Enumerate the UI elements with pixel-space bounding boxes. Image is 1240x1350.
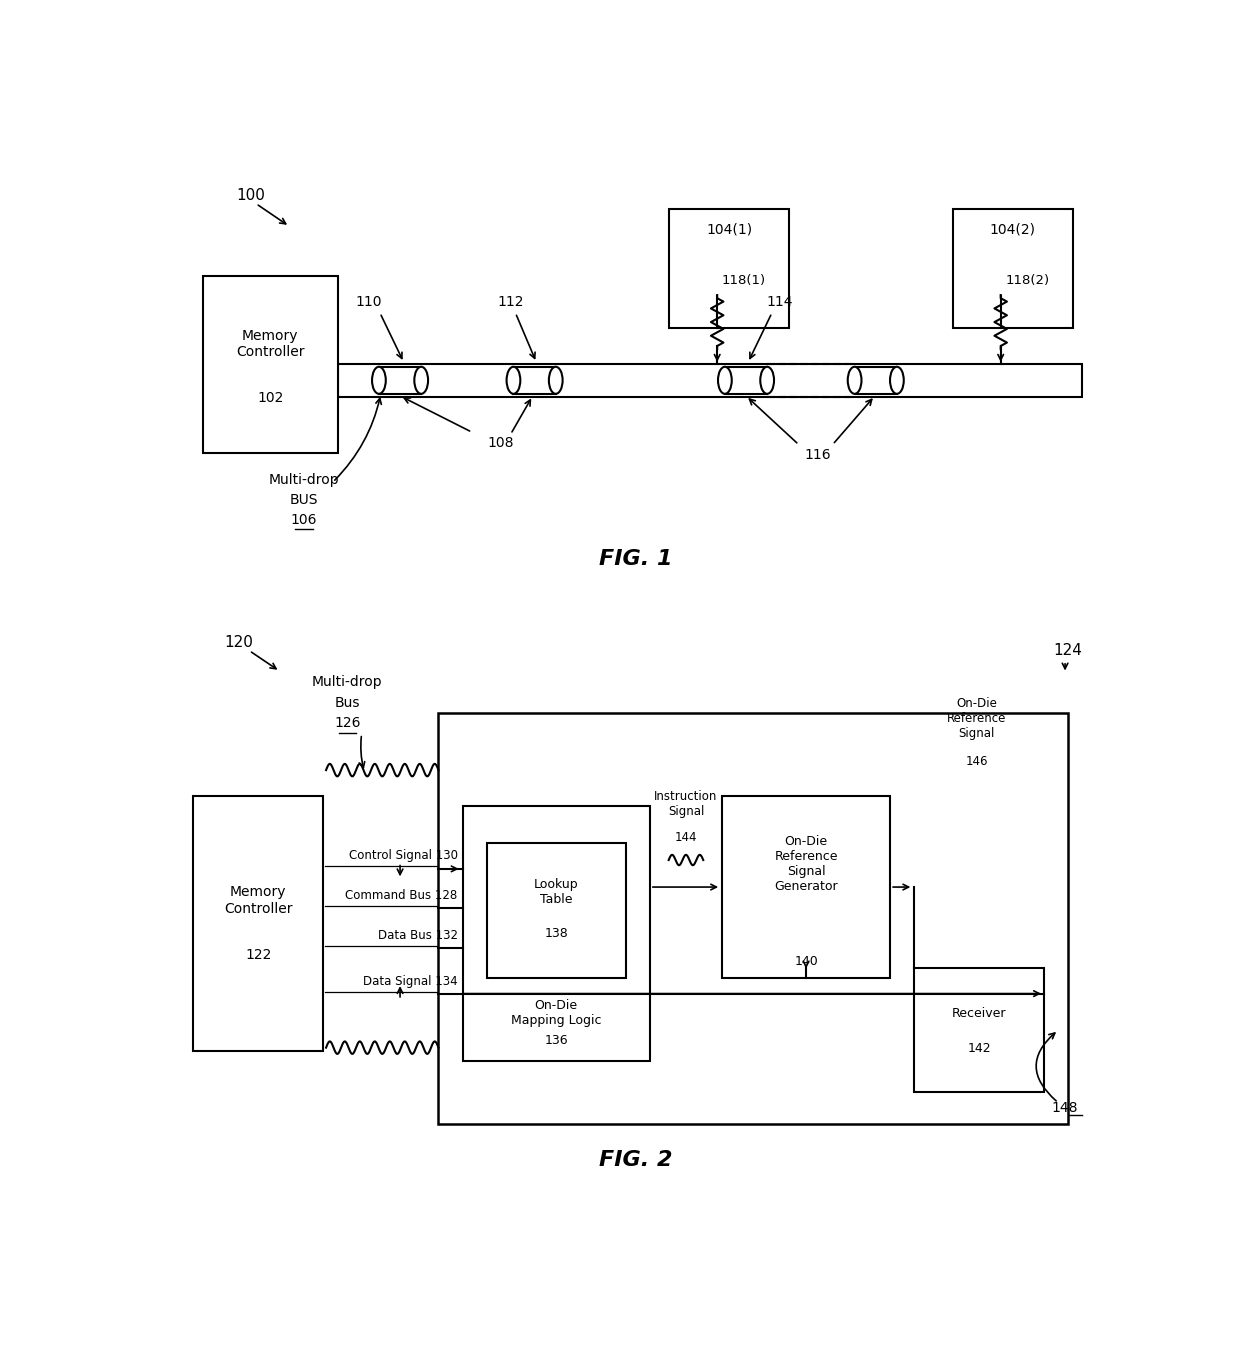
Bar xyxy=(193,796,324,1050)
Text: 120: 120 xyxy=(224,634,253,649)
Text: 102: 102 xyxy=(257,392,284,405)
Ellipse shape xyxy=(890,367,904,394)
Text: 144: 144 xyxy=(675,830,697,844)
Text: 100: 100 xyxy=(237,188,265,202)
Bar xyxy=(722,796,890,977)
Bar xyxy=(854,367,897,394)
Ellipse shape xyxy=(549,367,563,394)
Text: Command Bus 128: Command Bus 128 xyxy=(346,890,458,902)
Text: 148: 148 xyxy=(1052,1102,1079,1115)
Bar xyxy=(439,713,1068,1123)
Bar xyxy=(337,363,1083,397)
Ellipse shape xyxy=(372,367,386,394)
Text: Data Signal 134: Data Signal 134 xyxy=(363,975,458,988)
Bar xyxy=(914,968,1044,1092)
Text: FIG. 2: FIG. 2 xyxy=(599,1150,672,1170)
Text: 118(2): 118(2) xyxy=(1006,274,1049,288)
Ellipse shape xyxy=(848,367,862,394)
Text: Control Signal 130: Control Signal 130 xyxy=(348,849,458,861)
Text: 142: 142 xyxy=(967,1042,991,1056)
Bar xyxy=(725,367,768,394)
Text: 146: 146 xyxy=(966,755,988,768)
Text: Data Bus 132: Data Bus 132 xyxy=(378,929,458,942)
Text: Multi-drop: Multi-drop xyxy=(312,675,382,688)
Text: 104(2): 104(2) xyxy=(990,223,1035,236)
Ellipse shape xyxy=(760,367,774,394)
Text: 140: 140 xyxy=(794,954,818,968)
Text: Bus: Bus xyxy=(335,695,360,710)
Text: 124: 124 xyxy=(1054,643,1083,657)
Text: Receiver: Receiver xyxy=(952,1007,1007,1019)
Text: 136: 136 xyxy=(544,1034,568,1046)
Text: 114: 114 xyxy=(766,296,792,309)
Text: Memory
Controller: Memory Controller xyxy=(224,886,293,915)
Text: 126: 126 xyxy=(334,717,361,730)
Text: 106: 106 xyxy=(290,513,317,526)
Bar xyxy=(379,367,422,394)
Text: Instruction
Signal: Instruction Signal xyxy=(655,790,718,818)
Text: 116: 116 xyxy=(805,448,831,462)
Text: 104(1): 104(1) xyxy=(706,223,753,236)
Text: 112: 112 xyxy=(497,296,523,309)
Text: 138: 138 xyxy=(544,927,568,940)
Ellipse shape xyxy=(718,367,732,394)
Text: Multi-drop: Multi-drop xyxy=(269,472,340,487)
Bar xyxy=(463,806,650,1061)
Bar xyxy=(203,277,337,454)
Text: On-Die
Mapping Logic: On-Die Mapping Logic xyxy=(511,999,601,1027)
Bar xyxy=(952,209,1073,328)
Text: Lookup
Table: Lookup Table xyxy=(534,878,579,906)
Text: On-Die
Reference
Signal: On-Die Reference Signal xyxy=(947,697,1007,740)
Text: 110: 110 xyxy=(355,296,382,309)
Ellipse shape xyxy=(507,367,521,394)
Text: On-Die
Reference
Signal
Generator: On-Die Reference Signal Generator xyxy=(774,836,838,894)
Text: FIG. 1: FIG. 1 xyxy=(599,549,672,570)
Bar xyxy=(670,209,789,328)
Ellipse shape xyxy=(414,367,428,394)
Bar xyxy=(486,842,626,977)
Text: Memory
Controller: Memory Controller xyxy=(236,329,305,359)
Text: BUS: BUS xyxy=(290,493,319,506)
Text: 118(1): 118(1) xyxy=(722,274,766,288)
Bar xyxy=(513,367,556,394)
Text: 108: 108 xyxy=(487,436,515,450)
Text: 122: 122 xyxy=(246,948,272,961)
